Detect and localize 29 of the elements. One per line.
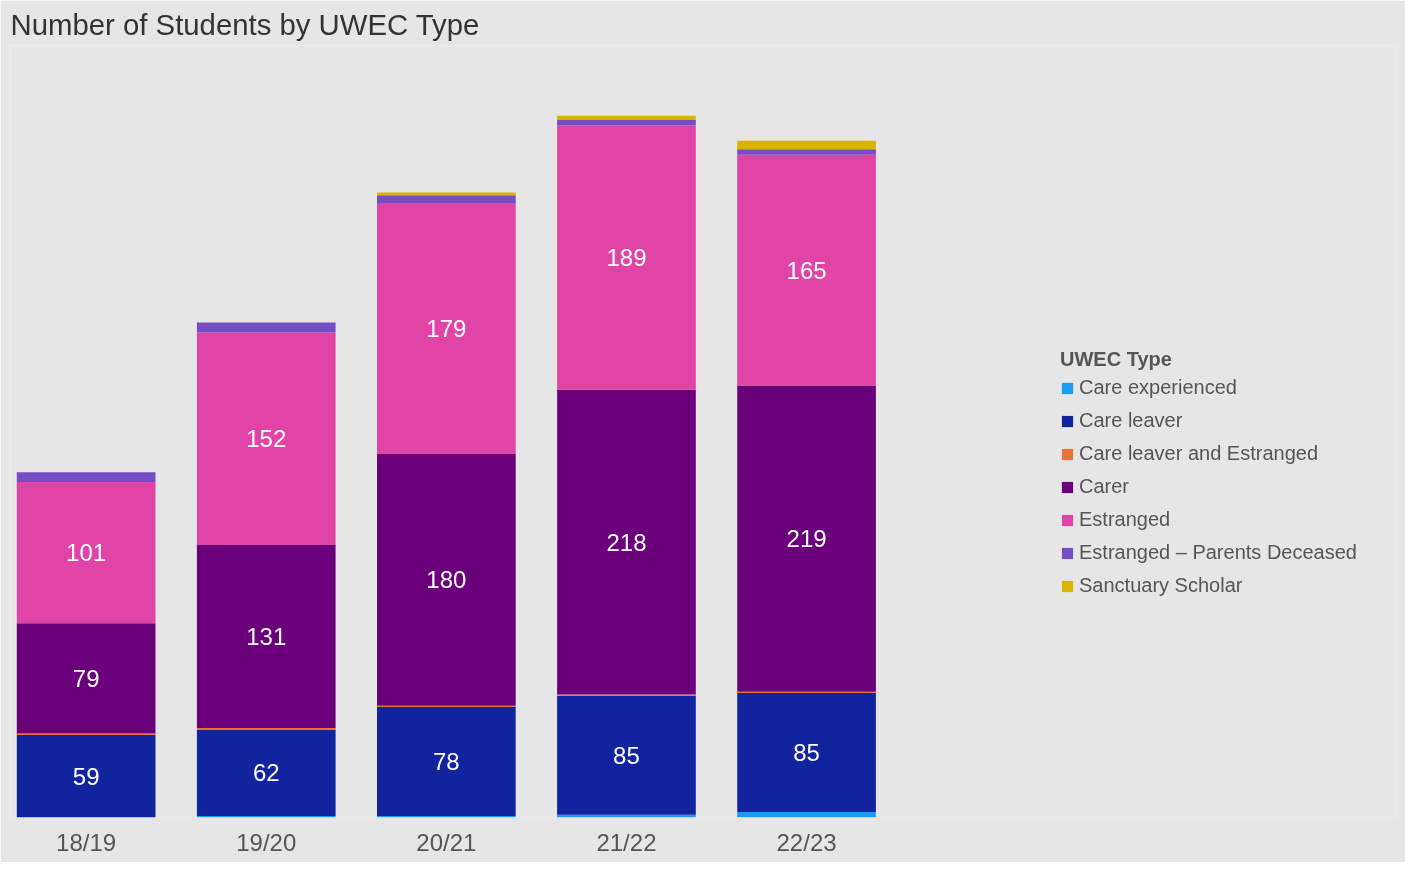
data-label: 179 — [426, 315, 467, 343]
chart-title: Number of Students by UWEC Type — [10, 7, 480, 41]
data-label: 79 — [72, 664, 100, 692]
x-tick-label: 19/20 — [236, 828, 297, 856]
x-tick-label: 21/22 — [596, 828, 657, 856]
data-label: 85 — [793, 738, 820, 766]
data-label: 62 — [252, 759, 280, 787]
legend-label: Care leaver — [1079, 409, 1183, 432]
legend-label: Sanctuary Scholar — [1079, 574, 1243, 597]
data-label: 189 — [606, 244, 647, 272]
x-tick-label: 22/23 — [776, 828, 837, 856]
data-label: 78 — [433, 748, 460, 776]
data-label: 180 — [426, 566, 467, 594]
data-label: 85 — [613, 741, 640, 769]
data-label: 101 — [66, 539, 107, 567]
legend-title: UWEC Type — [1060, 348, 1173, 371]
data-label: 218 — [606, 528, 647, 556]
legend-label: Care leaver and Estranged — [1079, 442, 1319, 465]
legend-label: Estranged — [1079, 508, 1171, 531]
x-tick-label: 20/21 — [416, 828, 477, 856]
data-label: 59 — [72, 762, 100, 790]
legend-label: Estranged – Parents Deceased — [1079, 541, 1357, 564]
data-label: 165 — [786, 256, 827, 284]
data-label: 131 — [246, 622, 287, 650]
legend-label: Care experienced — [1079, 376, 1237, 399]
x-tick-label: 18/19 — [56, 828, 117, 856]
data-label: 152 — [246, 425, 287, 453]
legend-label: Carer — [1079, 475, 1130, 498]
data-label: 219 — [786, 525, 827, 553]
